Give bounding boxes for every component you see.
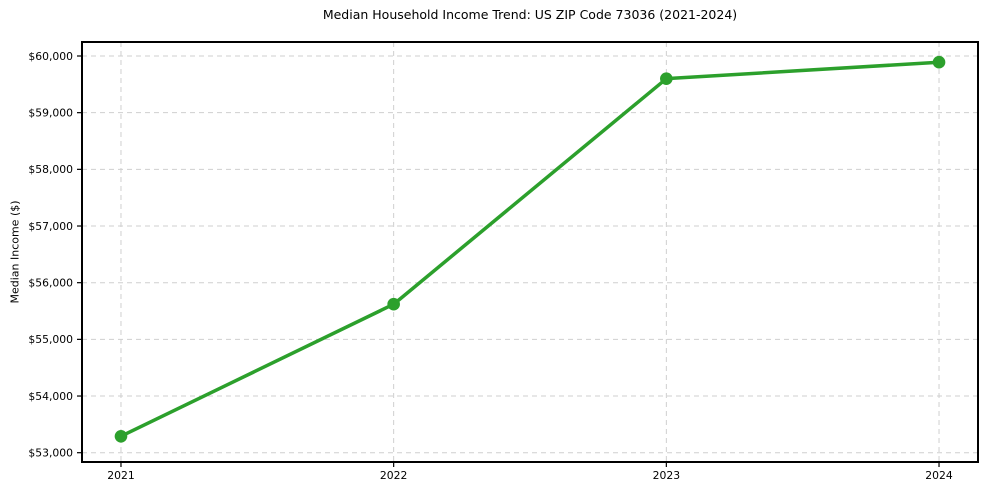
y-tick-label: $54,000 (28, 390, 73, 403)
data-point-2023 (660, 72, 673, 85)
x-tick-label: 2021 (107, 469, 134, 482)
y-tick-label: $57,000 (28, 220, 73, 233)
x-tick-label: 2022 (380, 469, 407, 482)
data-point-2022 (387, 297, 400, 311)
y-tick-label: $58,000 (28, 163, 73, 176)
chart-title: Median Household Income Trend: US ZIP Co… (322, 7, 738, 22)
y-tick-label: $59,000 (28, 106, 73, 119)
y-tick-label: $60,000 (28, 50, 73, 63)
plot-border (81, 41, 979, 463)
data-point-2021 (114, 429, 128, 443)
x-tick-label: 2024 (925, 469, 953, 482)
trend-line (119, 60, 941, 439)
y-tick-label: $55,000 (28, 333, 73, 346)
data-point-2024 (932, 55, 946, 69)
y-tick-label: $56,000 (28, 276, 73, 289)
y-tick-label: $53,000 (28, 447, 73, 460)
x-tick-label: 2023 (653, 469, 680, 482)
